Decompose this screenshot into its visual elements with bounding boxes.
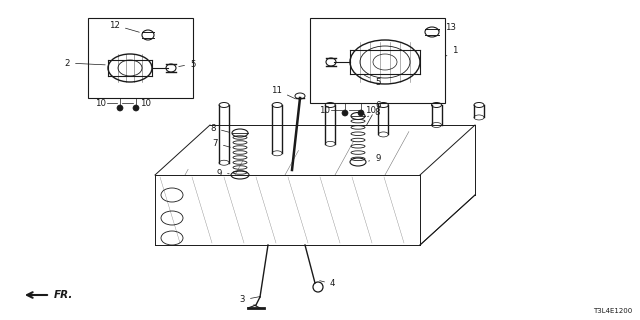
Bar	[88, 18, 193, 98]
Text: 5: 5	[364, 75, 381, 86]
Ellipse shape	[117, 105, 123, 111]
Ellipse shape	[358, 110, 364, 116]
Text: 1: 1	[445, 45, 458, 56]
Ellipse shape	[342, 110, 348, 116]
Ellipse shape	[133, 105, 139, 111]
Text: 6: 6	[366, 100, 381, 125]
Text: T3L4E1200: T3L4E1200	[593, 308, 632, 314]
Text: 8: 8	[367, 108, 380, 117]
Text: 9: 9	[216, 169, 229, 178]
Text: 10: 10	[365, 106, 376, 115]
Bar	[310, 18, 445, 103]
Text: 5: 5	[179, 60, 195, 68]
Text: 12: 12	[109, 20, 140, 32]
Text: 8: 8	[211, 124, 229, 132]
Text: 10: 10	[140, 99, 151, 108]
Text: 2: 2	[65, 59, 105, 68]
Text: FR.: FR.	[54, 290, 74, 300]
Text: 10: 10	[95, 99, 106, 108]
Text: 11: 11	[271, 85, 296, 99]
Text: 3: 3	[239, 295, 260, 305]
Text: 13: 13	[439, 22, 456, 31]
Text: 4: 4	[320, 279, 335, 289]
Text: 9: 9	[369, 154, 380, 163]
Text: 7: 7	[212, 139, 230, 148]
Text: 10: 10	[319, 106, 330, 115]
